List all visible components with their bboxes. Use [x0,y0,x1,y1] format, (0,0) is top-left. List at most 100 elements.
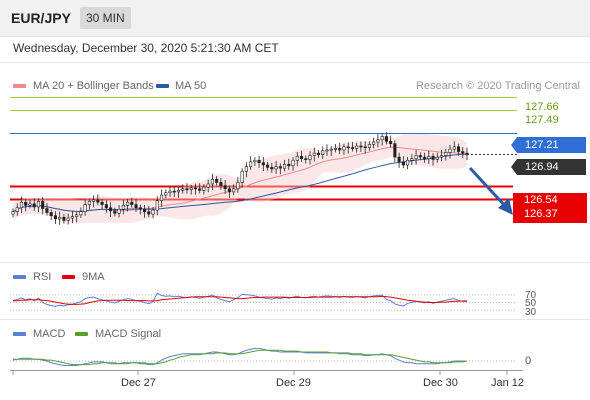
candle-body [240,171,244,183]
research-credit: Research © 2020 Trading Central [415,80,580,92]
candle-body [202,186,206,191]
candle-body [376,139,380,143]
candle-body [117,209,121,214]
candle-body [414,155,418,159]
x-tick-dec29: Dec 29 [276,377,311,389]
macd-line [13,347,467,366]
rsi-level-30: 30 [525,307,537,318]
forecast-arrow-shaft [468,166,508,209]
candle-body [418,155,422,158]
candle-body [92,199,96,202]
candle-body [28,203,32,206]
candle-body [66,217,70,221]
candle-body [410,158,414,161]
macd-signal-line [12,349,468,366]
x-tick-dec30: Dec 30 [423,377,458,389]
candle-body [389,140,393,144]
level-127-49: 127.49 [525,114,559,126]
candle-body [236,182,240,190]
candle-body [121,205,125,210]
candle-body [291,159,295,167]
candle-body [282,163,287,169]
candle-body [147,211,151,215]
candle-body [439,155,444,158]
x-tick-jan12: Jan 12 [491,377,525,389]
candle-body [15,207,19,213]
candle-body [423,156,427,159]
ma50-swatch [156,84,169,88]
candle-body [189,187,193,190]
ma20-swatch [13,84,26,88]
candle-body [185,188,189,191]
legend-macd: MACD [33,328,66,340]
rsi-level-50: 50 [525,298,537,309]
candle-body [36,201,41,208]
pivot-tag: 127.21 [511,137,586,153]
candle-body [206,183,210,188]
macd-signal-swatch [75,332,88,336]
candle-body [104,204,108,209]
ma50-line [12,153,468,213]
candle-body [406,159,410,166]
legend-rsi: RSI [33,271,52,283]
candle-body [176,190,181,193]
candle-body [87,201,91,205]
candle-body [193,187,198,190]
candle-body [159,194,164,201]
candle-body [100,201,104,205]
candle-body [134,204,138,209]
candle-body [41,201,45,209]
candle-body [223,185,227,190]
legend-ma20: MA 20 + Bollinger Bands [33,80,154,92]
candle-body [164,192,168,196]
candle-body [257,159,261,163]
candle-body [274,166,278,170]
candle-body [431,155,435,160]
candle-body [253,159,257,163]
candle-body [58,216,62,220]
candle-body [24,201,28,206]
candle-body [456,146,461,152]
panel-divider [0,62,590,63]
panel-divider [0,319,590,320]
candle-body [304,158,308,160]
candle-body [75,214,79,217]
support-box: 126.54 126.37 [513,193,587,223]
legend-rsi-ma: 9MA [82,271,105,283]
candle-body [448,148,452,153]
candle-body [244,166,248,172]
candle-body [249,161,253,167]
candle-body [70,216,74,219]
candle-body [142,209,147,213]
candle-body [363,146,367,149]
candle-body [321,150,325,156]
candle-body [32,203,36,208]
candle-body [350,147,355,149]
candle-body [435,156,439,160]
candle-body [210,178,214,185]
timestamp: Wednesday, December 30, 2020 5:21:30 AM … [13,41,279,55]
candle-body [287,163,291,167]
candle-body [113,210,117,214]
candle-body [181,188,185,191]
candle-body [299,155,304,159]
candle-body [397,156,401,163]
candle-body [125,201,130,206]
candle-body [261,162,265,166]
timeframe-button[interactable]: 30 MIN [80,7,131,29]
candle-body [465,152,469,155]
candle-body [232,188,236,193]
rsi-level-70: 70 [525,290,537,301]
candle-body [333,148,338,150]
candle-body [346,146,350,149]
currency-pair: EUR/JPY [11,10,71,26]
candle-body [312,152,316,156]
candle-body [219,182,223,186]
candle-body [316,152,321,156]
macd-level-0: 0 [525,355,532,367]
candle-body [393,143,397,158]
candle-body [49,212,53,216]
candle-body [461,151,465,154]
bollinger-band [13,134,467,224]
candle-body [227,188,231,193]
